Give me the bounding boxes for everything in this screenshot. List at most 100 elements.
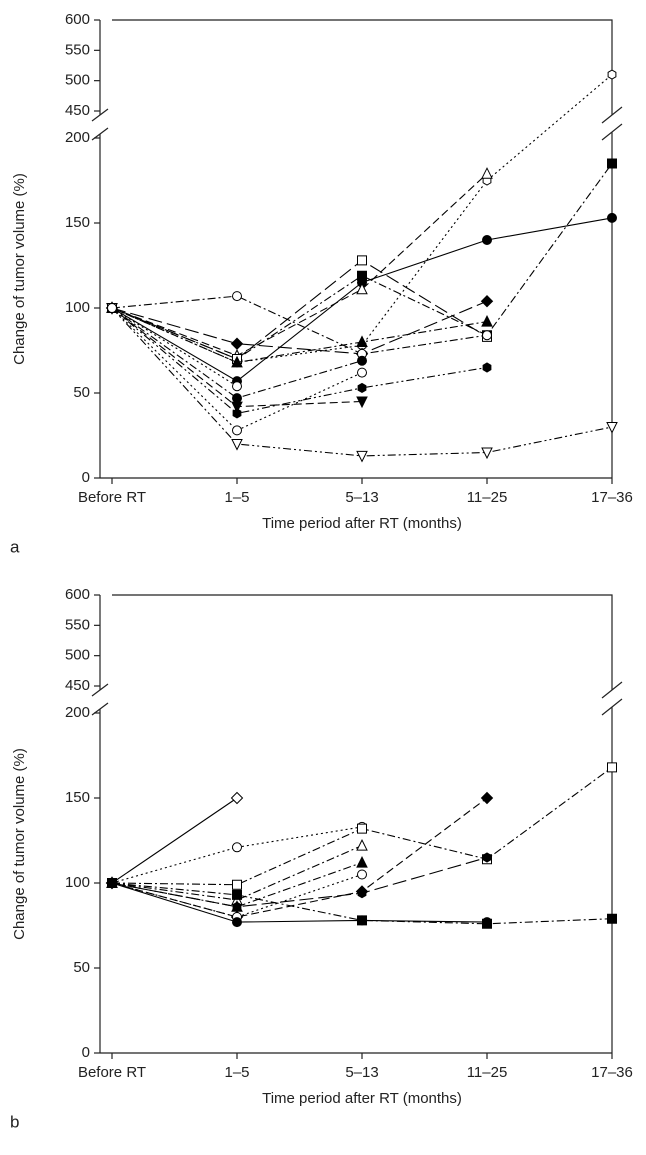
data-marker xyxy=(231,291,243,302)
series-line xyxy=(111,826,363,884)
y-tick-label: 100 xyxy=(65,299,90,316)
data-marker xyxy=(606,212,618,223)
data-marker xyxy=(356,282,368,295)
y-tick-label: 50 xyxy=(73,959,90,976)
y-tick-label: 0 xyxy=(82,469,90,486)
data-marker xyxy=(480,791,494,805)
y-tick-label: 150 xyxy=(65,214,90,231)
data-marker xyxy=(480,294,494,308)
y-tick-label: 200 xyxy=(65,129,90,146)
data-marker xyxy=(230,791,244,805)
series-line xyxy=(111,797,488,918)
axis-break xyxy=(91,681,623,716)
series-line xyxy=(111,862,363,908)
data-marker xyxy=(356,838,368,851)
data-marker xyxy=(356,355,368,366)
series-line xyxy=(111,259,488,360)
series-line xyxy=(111,173,488,357)
series-line xyxy=(111,307,488,414)
series-line xyxy=(111,295,488,355)
series-line xyxy=(111,307,363,399)
y-tick-label: 100 xyxy=(65,874,90,891)
data-marker xyxy=(356,855,368,868)
data-marker xyxy=(231,355,243,368)
x-tick-label: 11–25 xyxy=(467,489,508,506)
x-tick-label: 17–36 xyxy=(591,1064,633,1081)
data-marker xyxy=(231,439,243,451)
panel-label: b xyxy=(10,1112,19,1131)
data-marker xyxy=(481,167,493,179)
x-axis-title: Time period after RT (months) xyxy=(262,1090,462,1107)
axis-break xyxy=(91,106,623,141)
x-tick-label: 5–13 xyxy=(345,1064,378,1081)
series-line xyxy=(111,307,238,387)
data-marker xyxy=(106,303,118,313)
y-tick-label: 600 xyxy=(65,11,90,28)
x-tick-label: 17–36 xyxy=(591,489,633,506)
x-tick-label: Before RT xyxy=(78,489,146,506)
series-line xyxy=(111,307,363,432)
y-tick-label: 550 xyxy=(65,41,90,58)
y-tick-label: 600 xyxy=(65,586,90,603)
data-marker xyxy=(482,852,492,863)
data-marker xyxy=(357,382,367,393)
data-marker xyxy=(232,408,242,419)
data-marker xyxy=(231,393,243,404)
data-marker xyxy=(481,314,493,327)
data-marker xyxy=(607,69,617,80)
data-marker xyxy=(356,450,368,463)
data-marker xyxy=(357,270,367,281)
data-marker xyxy=(231,425,243,436)
data-marker xyxy=(606,422,618,434)
y-tick-label: 50 xyxy=(73,384,90,401)
data-marker xyxy=(232,901,242,912)
data-marker xyxy=(607,913,617,924)
y-tick-label: 200 xyxy=(65,704,90,721)
data-marker xyxy=(481,330,493,341)
data-marker xyxy=(356,915,368,926)
x-tick-label: 11–25 xyxy=(467,1064,508,1081)
series-line xyxy=(111,300,488,355)
y-tick-label: 550 xyxy=(65,616,90,633)
data-marker xyxy=(106,878,118,888)
y-tick-label: 450 xyxy=(65,102,90,119)
data-marker xyxy=(356,396,368,409)
series-line xyxy=(111,74,613,363)
data-marker xyxy=(607,762,617,773)
y-tick-label: 500 xyxy=(65,72,90,89)
chart-panel: 0 50 100 150 200 450 500 550 600 Before RT 1–5 5–13… xyxy=(10,586,633,1132)
y-tick-label: 450 xyxy=(65,677,90,694)
y-tick-label: 150 xyxy=(65,789,90,806)
data-marker xyxy=(232,879,242,890)
data-marker xyxy=(357,255,367,266)
x-tick-label: 1–5 xyxy=(224,489,249,506)
data-marker xyxy=(357,888,367,899)
data-marker xyxy=(356,335,368,347)
y-tick-label: 500 xyxy=(65,647,90,664)
data-marker xyxy=(482,362,492,373)
series-line xyxy=(111,856,488,908)
panel-label: a xyxy=(10,537,20,556)
series-line xyxy=(111,882,488,923)
data-marker xyxy=(230,337,244,350)
data-marker xyxy=(481,235,493,245)
data-marker xyxy=(231,381,243,392)
x-tick-label: 5–13 xyxy=(345,489,378,506)
x-axis-title: Time period after RT (months) xyxy=(262,515,462,532)
data-marker xyxy=(356,869,368,880)
data-marker xyxy=(357,823,367,834)
data-marker xyxy=(231,917,243,928)
x-tick-label: Before RT xyxy=(78,1064,146,1081)
chart-panel: 0 50 100 150 200 450 500 550 600 Before RT 1–5 5–13… xyxy=(10,11,633,557)
y-tick-label: 0 xyxy=(82,1044,90,1061)
y-axis-title: Change of tumor volume (%) xyxy=(11,748,28,940)
series-line xyxy=(111,882,613,925)
data-marker xyxy=(481,447,493,460)
data-marker xyxy=(231,842,243,853)
data-marker xyxy=(232,889,242,900)
data-marker xyxy=(356,367,368,378)
data-marker xyxy=(607,158,617,169)
data-marker xyxy=(481,917,493,928)
series-line xyxy=(111,797,238,884)
